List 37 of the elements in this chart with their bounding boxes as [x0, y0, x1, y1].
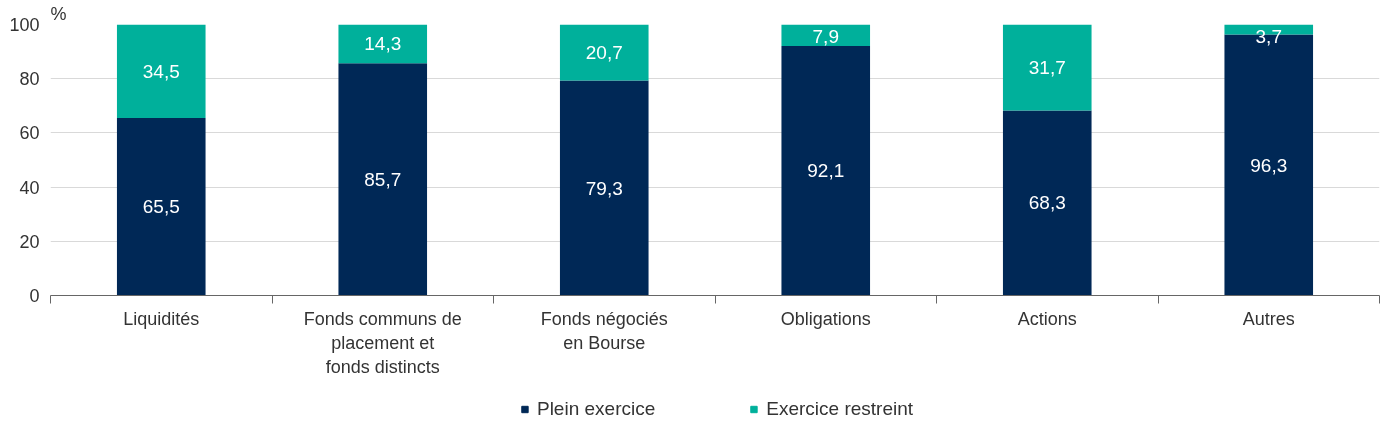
data-label: 92,1 [807, 160, 845, 182]
y-tick-label: 40 [19, 177, 40, 198]
data-label: 3,7 [1255, 26, 1282, 48]
bar [1002, 24, 1092, 111]
y-tick-label: 80 [19, 69, 40, 90]
y-tick-label: 0 [29, 286, 40, 306]
x-tick-label: Fonds négociés en Bourse [540, 308, 668, 353]
x-tick-label: Actions [1017, 308, 1077, 329]
x-tick-label: Fonds communs de placement et fonds distincts [303, 308, 462, 377]
bar [338, 24, 428, 64]
bar [338, 63, 428, 296]
legend-label: Exercice restreint [766, 398, 914, 420]
bar [116, 24, 206, 118]
data-label: 65,5 [142, 196, 180, 218]
y-tick-label: 100 [9, 15, 40, 35]
data-label: 7,9 [812, 26, 839, 48]
legend-label: Plein exercice [536, 398, 656, 420]
bar [781, 24, 871, 46]
y-tick-label: 60 [19, 123, 40, 144]
data-label: 68,3 [1028, 192, 1066, 214]
x-tick-label: Autres [1242, 308, 1295, 329]
data-label: 31,7 [1028, 56, 1066, 78]
y-tick-label: 20 [19, 231, 40, 252]
data-label: 85,7 [364, 168, 402, 190]
data-label: 79,3 [585, 177, 623, 199]
bar [1002, 110, 1092, 296]
data-label: 14,3 [364, 33, 402, 55]
bar [559, 24, 649, 81]
x-tick-label: Obligations [780, 308, 871, 329]
bar [559, 80, 649, 296]
data-label: 96,3 [1250, 154, 1288, 176]
data-label: 34,5 [142, 60, 180, 82]
x-tick-label: Liquidités [123, 308, 200, 329]
bar [116, 118, 206, 296]
data-label: 20,7 [585, 42, 623, 64]
bar [781, 45, 871, 296]
y-axis-title: % [50, 3, 67, 24]
